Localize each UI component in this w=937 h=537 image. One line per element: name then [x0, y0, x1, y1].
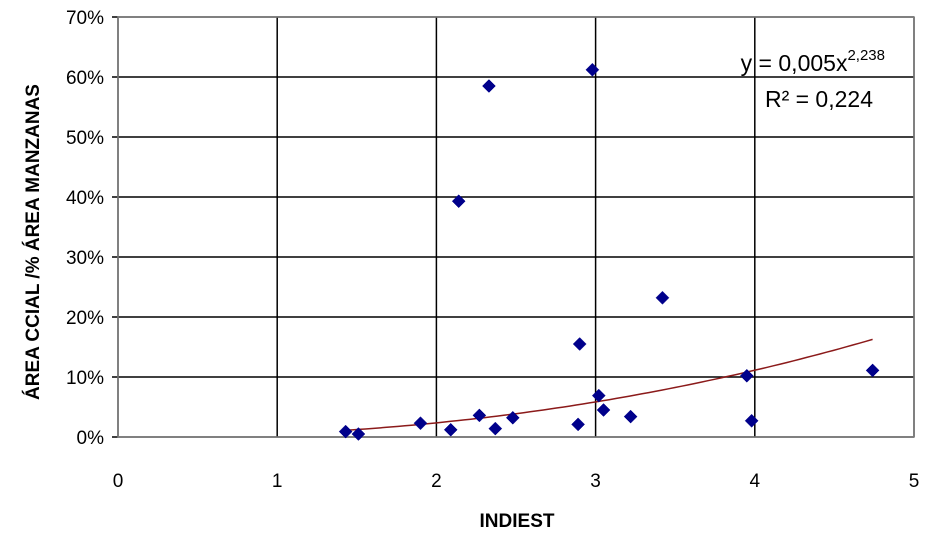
data-point	[572, 337, 587, 351]
data-point	[571, 417, 585, 432]
x-tick-label: 0	[113, 471, 124, 492]
y-tick-label: 40%	[66, 188, 104, 209]
data-point	[472, 408, 487, 423]
y-tick-label: 70%	[66, 8, 104, 29]
trend-equation-exponent: 2,238	[847, 47, 885, 64]
data-point	[865, 363, 880, 378]
x-axis-ticks: 0 1 2 3 4 5	[113, 471, 920, 492]
data-point	[739, 368, 754, 383]
data-point	[744, 413, 759, 428]
x-tick-label: 4	[750, 471, 761, 492]
y-axis-title: ÁREA CCIAL /% ÁREA MANZANAS	[22, 84, 44, 400]
r-squared-label: R² = 0,224	[765, 86, 873, 112]
plot-area	[117, 16, 915, 438]
trend-line	[345, 338, 873, 432]
y-tick-label: 60%	[66, 68, 104, 89]
trend-equation-base: y = 0,005x	[741, 50, 848, 76]
data-point	[623, 409, 638, 424]
grid-lines	[112, 16, 915, 438]
data-point	[413, 416, 428, 431]
data-points	[338, 62, 880, 441]
x-tick-label: 3	[590, 471, 601, 492]
y-tick-label: 0%	[77, 428, 105, 449]
y-axis-ticks: 0% 10% 20% 30% 40% 50% 60% 70%	[66, 8, 104, 449]
data-point	[351, 427, 366, 441]
x-tick-label: 5	[909, 471, 920, 492]
data-point	[655, 290, 670, 305]
data-point	[505, 410, 520, 425]
y-tick-label: 30%	[66, 248, 104, 269]
data-point	[596, 403, 611, 417]
data-point	[585, 62, 600, 77]
y-tick-label: 50%	[66, 128, 104, 149]
y-tick-label: 10%	[66, 368, 104, 389]
data-point	[443, 422, 458, 437]
trend-equation: y = 0,005x2,238	[741, 47, 885, 76]
data-point	[338, 424, 353, 439]
x-tick-label: 1	[272, 471, 283, 492]
data-point	[591, 388, 606, 403]
x-axis-title: INDIEST	[480, 511, 555, 532]
data-point	[482, 79, 496, 93]
data-point	[488, 421, 503, 436]
x-tick-label: 2	[431, 471, 442, 492]
y-tick-label: 20%	[66, 308, 104, 329]
data-point	[451, 194, 466, 209]
